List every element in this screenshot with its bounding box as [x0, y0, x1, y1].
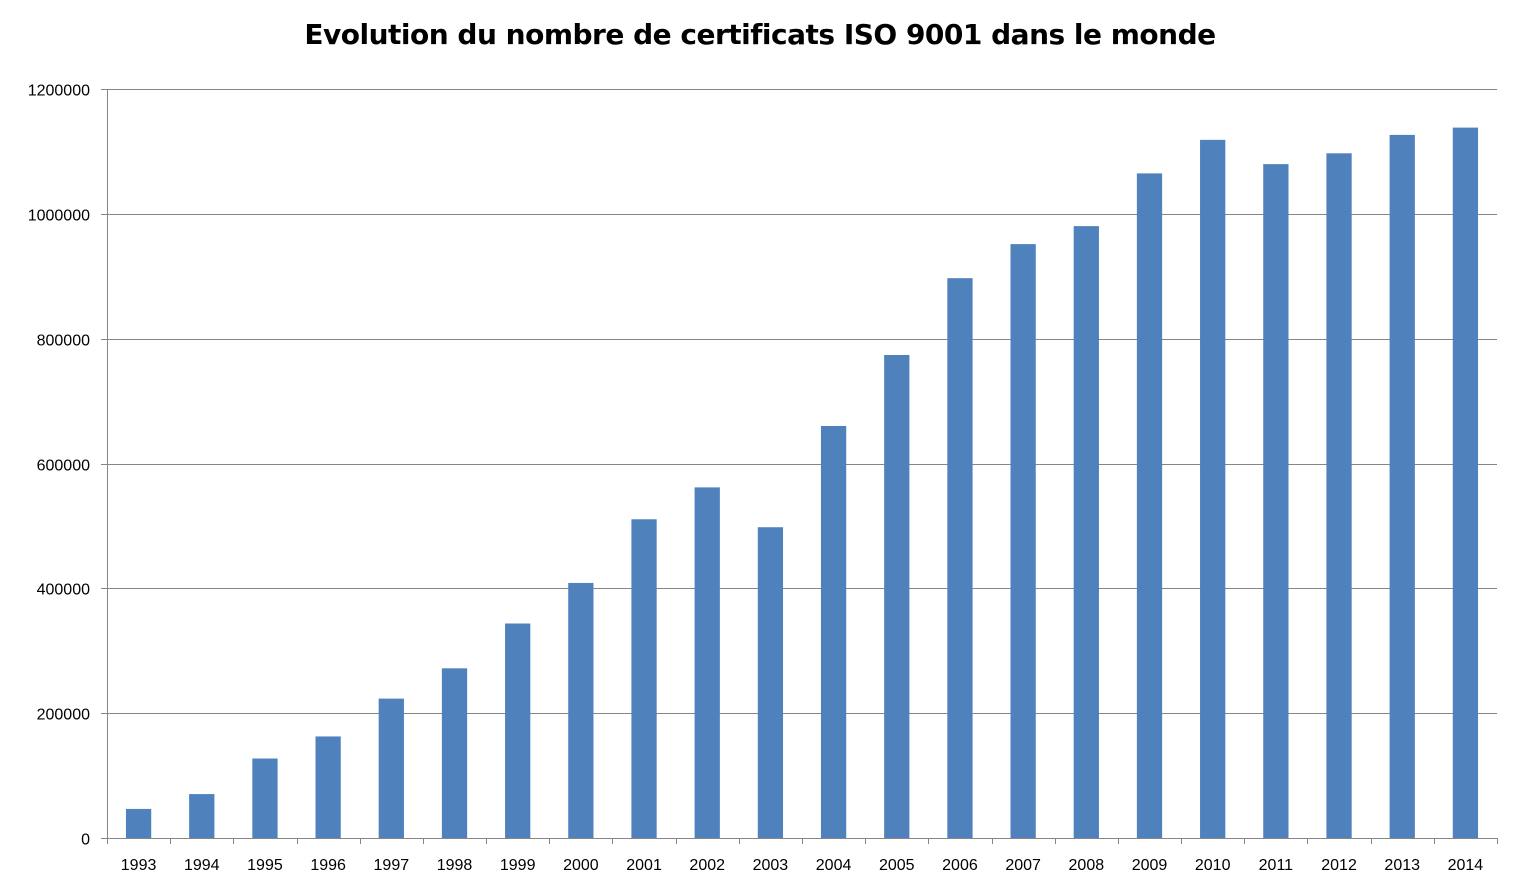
x-tick-label: 2007 — [1005, 857, 1041, 874]
bar-1993 — [125, 808, 152, 838]
bar-2008 — [1073, 226, 1099, 838]
x-tick-label: 2010 — [1195, 857, 1231, 874]
bar-2012 — [1326, 153, 1352, 839]
x-tick-label: 2011 — [1259, 857, 1294, 874]
bar-1998 — [441, 668, 468, 838]
bar-2011 — [1263, 164, 1289, 838]
axes — [101, 89, 1498, 844]
x-tick-label: 1994 — [184, 857, 220, 874]
y-tick-label: 400000 — [37, 582, 90, 599]
x-tick-label: 2012 — [1321, 857, 1357, 874]
x-tick-label: 1997 — [374, 857, 410, 874]
bar-1995 — [252, 758, 278, 838]
y-tick-label: 200000 — [37, 707, 90, 724]
x-tick-label: 1993 — [121, 857, 157, 874]
x-tick-labels: 1993 1994 1995 1996 1997 1998 1999 2000 2001 2002… — [121, 857, 1484, 874]
x-tick-label: 2000 — [563, 857, 599, 874]
bar-1994 — [189, 794, 215, 838]
bar-2001 — [631, 519, 657, 838]
x-tick-label: 2008 — [1069, 857, 1105, 874]
bar-1999 — [505, 623, 531, 838]
x-tick-label: 1996 — [310, 857, 346, 874]
bar-2009 — [1136, 173, 1163, 838]
x-tick-label: 2014 — [1448, 857, 1484, 874]
x-tick-label: 1995 — [247, 857, 283, 874]
bar-2005 — [884, 354, 910, 838]
bar-2007 — [1010, 244, 1036, 839]
x-tick-label: 2009 — [1132, 857, 1168, 874]
y-tick-label: 1200000 — [28, 83, 90, 100]
y-tick-label: 600000 — [37, 458, 90, 475]
y-tick-label: 800000 — [37, 333, 90, 350]
chart-title: Evolution du nombre de certificats ISO 9… — [304, 18, 1216, 51]
y-tick-label: 1000000 — [28, 208, 90, 225]
bar-1997 — [378, 698, 404, 838]
x-tick-label: 2002 — [689, 857, 725, 874]
bar-2010 — [1200, 139, 1226, 839]
bar-2004 — [820, 425, 847, 838]
bar-2013 — [1389, 134, 1415, 838]
x-tick-label: 1998 — [437, 857, 473, 874]
bar-1996 — [315, 736, 341, 838]
y-tick-label: 0 — [81, 832, 90, 849]
bar-2006 — [947, 278, 973, 838]
bar-2002 — [694, 487, 720, 838]
x-tick-label: 2013 — [1384, 857, 1420, 874]
bar-2003 — [757, 527, 784, 838]
bar-2000 — [568, 582, 594, 838]
x-tick-label: 2004 — [816, 857, 852, 874]
bar-2014 — [1452, 127, 1479, 839]
bars — [125, 127, 1479, 839]
gridlines — [107, 89, 1497, 714]
x-tick-label: 2005 — [879, 857, 915, 874]
y-tick-labels: 0 200000 400000 600000 800000 1000000 1200000 — [28, 83, 90, 849]
x-tick-label: 2003 — [753, 857, 789, 874]
x-tick-label: 2001 — [626, 857, 662, 874]
x-tick-label: 2006 — [942, 857, 978, 874]
x-tick-label: 1999 — [500, 857, 536, 874]
